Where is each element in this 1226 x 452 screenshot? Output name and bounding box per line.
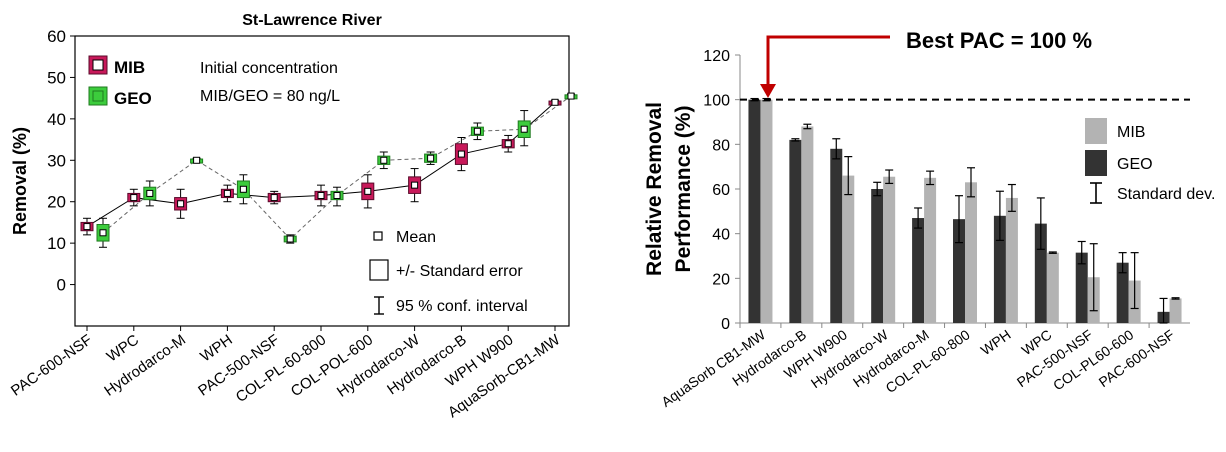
mib-mean-point xyxy=(411,181,419,189)
mib-mean-point xyxy=(504,140,512,148)
mib-mean-point xyxy=(551,98,559,106)
mib-mean-point xyxy=(83,223,91,231)
mib-bar xyxy=(801,126,814,323)
right-legend-mib-label: MIB xyxy=(1117,124,1145,141)
left-y-tick-label: 50 xyxy=(47,68,66,87)
geo-mean-point xyxy=(427,154,435,162)
mib-mean-point xyxy=(130,194,138,202)
stats-legend: Mean +/- Standard error 95 % conf. inter… xyxy=(369,229,528,315)
left-x-tick-label: PAC-600-NSF xyxy=(8,331,95,399)
left-y-tick-label: 10 xyxy=(47,234,66,253)
right-y-axis-label-line-2: Performance (%) xyxy=(672,106,695,273)
left-y-tick-label: 40 xyxy=(47,110,66,129)
right-y-tick-label: 100 xyxy=(703,93,730,110)
right-legend-stddev-label: Standard dev. xyxy=(1117,186,1215,203)
right-x-tick-label: WPH xyxy=(978,326,1014,358)
ci-whisker-marker xyxy=(374,296,384,315)
left-y-tick-label: 60 xyxy=(47,27,66,46)
left-y-axis: 0 10 20 30 40 50 60 xyxy=(47,27,75,295)
right-y-tick-label: 0 xyxy=(721,316,730,333)
stats-se-label: +/- Standard error xyxy=(396,263,523,280)
left-x-tick-label: Hydrodarco-B xyxy=(384,331,470,398)
geo-mean-point xyxy=(146,189,154,197)
geo-bar xyxy=(953,219,965,323)
geo-mean-point xyxy=(567,92,575,100)
geo-mean-point xyxy=(99,229,107,237)
right-y-tick-label: 20 xyxy=(712,271,730,288)
geo-mean-point xyxy=(333,192,341,199)
geo-bar xyxy=(993,215,1006,323)
geo-mean-point xyxy=(380,156,388,164)
left-plot-frame xyxy=(74,35,570,327)
note-line-1: Initial concentration xyxy=(200,60,338,77)
mib-mean-point xyxy=(177,200,185,208)
mib-bar xyxy=(1169,298,1182,323)
legend-geo-label: GEO xyxy=(114,89,152,108)
geo-bar xyxy=(871,189,884,323)
best-pac-annotation: Best PAC = 100 % xyxy=(906,28,1092,53)
left-x-tick-label: Hydrodarco-M xyxy=(101,331,189,399)
stats-ci-label: 95 % conf. interval xyxy=(396,298,528,315)
legend-mib-swatch xyxy=(1085,118,1107,144)
geo-mean-point xyxy=(473,127,481,135)
geo-mean-point xyxy=(286,235,294,243)
best-pac-arrow xyxy=(760,35,890,98)
left-y-tick-label: 30 xyxy=(47,151,66,170)
left-chart: St-Lawrence River 0 10 20 30 40 50 60 Removal … xyxy=(8,12,578,421)
geo-series-line xyxy=(102,95,572,240)
mib-bar xyxy=(883,176,896,323)
mib-bar xyxy=(1046,252,1059,323)
note-line-2: MIB/GEO = 80 ng/L xyxy=(200,88,340,105)
right-y-axis-label-line-1: Relative Removal xyxy=(643,102,666,276)
legend-geo-marker xyxy=(88,86,108,106)
mib-bar xyxy=(760,99,773,324)
right-y-tick-label: 120 xyxy=(703,48,730,65)
geo-bar xyxy=(1075,252,1088,323)
mib-bar xyxy=(965,182,977,323)
left-y-tick-label: 20 xyxy=(47,193,66,212)
stats-mean-label: Mean xyxy=(396,229,436,246)
legend-mib-label: MIB xyxy=(114,58,145,77)
right-y-tick-label: 80 xyxy=(712,137,730,154)
legend-stddev-marker xyxy=(1090,182,1102,204)
right-y-tick-label: 60 xyxy=(712,182,730,199)
geo-bar xyxy=(1116,262,1129,323)
right-legend: MIB GEO Standard dev. xyxy=(1085,118,1215,204)
geo-bar xyxy=(789,139,802,323)
mib-bar xyxy=(924,177,937,323)
right-y-axis: 0 20 40 60 80 100 120 xyxy=(703,48,740,333)
mib-mean-point xyxy=(270,194,278,202)
geo-mean-point xyxy=(193,156,201,164)
geo-bar xyxy=(912,218,925,323)
legend-mib-marker xyxy=(88,55,108,75)
mib-mean-point xyxy=(364,187,372,195)
geo-bar xyxy=(748,99,761,324)
se-box-marker xyxy=(369,259,389,281)
geo-mean-point xyxy=(239,185,247,193)
left-legend: MIB GEO xyxy=(88,55,152,108)
left-chart-title: St-Lawrence River xyxy=(242,12,382,29)
right-chart: 0 20 40 60 80 100 120 Relative Removal Perform… xyxy=(643,28,1215,410)
mib-mean-point xyxy=(457,150,465,158)
right-legend-geo-label: GEO xyxy=(1117,156,1153,173)
mib-bar xyxy=(1005,197,1018,323)
mib-series-line xyxy=(86,101,556,227)
geo-bar xyxy=(1034,223,1047,323)
right-y-tick-label: 40 xyxy=(712,227,730,244)
geo-bar xyxy=(830,148,843,323)
mib-bar xyxy=(842,175,855,323)
right-bars-layer xyxy=(748,97,1182,324)
mib-mean-point xyxy=(223,189,231,197)
mib-mean-point xyxy=(317,192,325,199)
mean-marker xyxy=(373,231,383,241)
left-y-axis-label: Removal (%) xyxy=(10,127,30,235)
legend-geo-swatch xyxy=(1085,150,1107,176)
left-y-tick-label: 0 xyxy=(57,276,66,295)
geo-mean-point xyxy=(520,125,528,133)
left-series-layer xyxy=(80,92,578,248)
